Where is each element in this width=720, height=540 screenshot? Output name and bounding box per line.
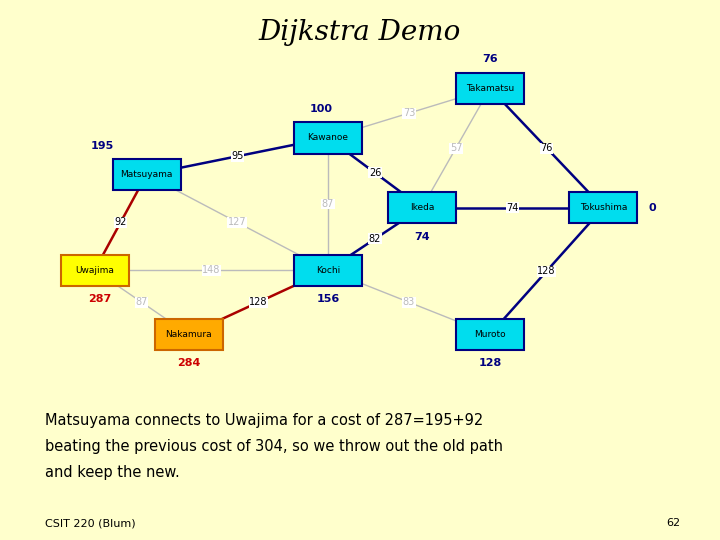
Text: Ikeda: Ikeda bbox=[410, 203, 434, 212]
Text: 128: 128 bbox=[537, 266, 556, 276]
Text: 287: 287 bbox=[89, 294, 112, 304]
Text: 128: 128 bbox=[249, 297, 268, 307]
Text: 95: 95 bbox=[231, 151, 243, 161]
Text: 156: 156 bbox=[316, 294, 340, 304]
FancyBboxPatch shape bbox=[456, 73, 524, 104]
Text: and keep the new.: and keep the new. bbox=[45, 465, 179, 480]
Text: 128: 128 bbox=[478, 358, 502, 368]
Text: 62: 62 bbox=[666, 518, 680, 528]
Text: 87: 87 bbox=[322, 199, 334, 209]
Text: 83: 83 bbox=[402, 297, 415, 307]
Text: Muroto: Muroto bbox=[474, 330, 505, 339]
Text: 87: 87 bbox=[135, 297, 148, 307]
FancyBboxPatch shape bbox=[388, 192, 456, 223]
FancyBboxPatch shape bbox=[456, 319, 524, 350]
Text: Kawanoe: Kawanoe bbox=[307, 133, 348, 143]
FancyBboxPatch shape bbox=[155, 319, 222, 350]
Text: Uwajima: Uwajima bbox=[76, 266, 114, 275]
Text: 0: 0 bbox=[649, 202, 657, 213]
Text: Tokushima: Tokushima bbox=[580, 203, 627, 212]
Text: 82: 82 bbox=[369, 234, 381, 244]
Text: 195: 195 bbox=[91, 141, 114, 151]
Text: Takamatsu: Takamatsu bbox=[466, 84, 514, 93]
FancyBboxPatch shape bbox=[570, 192, 637, 223]
FancyBboxPatch shape bbox=[294, 254, 362, 286]
Text: Dijkstra Demo: Dijkstra Demo bbox=[258, 19, 462, 46]
Text: Matsuyama connects to Uwajima for a cost of 287=195+92: Matsuyama connects to Uwajima for a cost… bbox=[45, 413, 483, 428]
Text: Matsuyama: Matsuyama bbox=[120, 170, 173, 179]
FancyBboxPatch shape bbox=[60, 254, 129, 286]
Text: 74: 74 bbox=[414, 232, 430, 241]
Text: CSIT 220 (Blum): CSIT 220 (Blum) bbox=[45, 518, 135, 528]
Text: 76: 76 bbox=[541, 143, 553, 153]
Text: 127: 127 bbox=[228, 218, 246, 227]
Text: 100: 100 bbox=[310, 104, 333, 114]
Text: Nakamura: Nakamura bbox=[166, 330, 212, 339]
Text: beating the previous cost of 304, so we throw out the old path: beating the previous cost of 304, so we … bbox=[45, 439, 503, 454]
Text: 76: 76 bbox=[482, 55, 498, 64]
Text: 148: 148 bbox=[202, 265, 220, 275]
Text: 57: 57 bbox=[450, 143, 462, 153]
FancyBboxPatch shape bbox=[294, 122, 362, 153]
Text: 26: 26 bbox=[369, 168, 381, 178]
Text: Kochi: Kochi bbox=[316, 266, 340, 275]
Text: 74: 74 bbox=[506, 202, 519, 213]
Text: 73: 73 bbox=[402, 108, 415, 118]
Text: 92: 92 bbox=[114, 218, 127, 227]
FancyBboxPatch shape bbox=[112, 159, 181, 190]
Text: 284: 284 bbox=[177, 358, 200, 368]
